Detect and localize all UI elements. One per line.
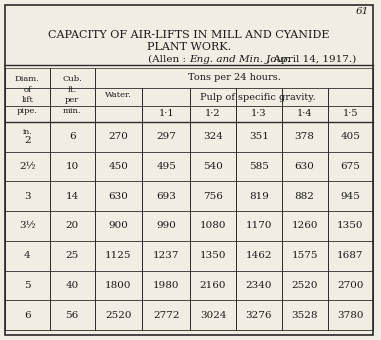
Text: (Allen :: (Allen : [148, 55, 189, 64]
Text: 378: 378 [295, 132, 315, 141]
Text: 297: 297 [156, 132, 176, 141]
Text: 3½: 3½ [19, 221, 36, 231]
Text: 630: 630 [295, 162, 315, 171]
Text: 6: 6 [24, 311, 31, 320]
Text: 1080: 1080 [200, 221, 226, 231]
Text: 945: 945 [341, 192, 360, 201]
Text: 56: 56 [66, 311, 79, 320]
Text: 1·1: 1·1 [158, 109, 174, 119]
Text: 882: 882 [295, 192, 315, 201]
Text: 1·3: 1·3 [251, 109, 267, 119]
Text: 1350: 1350 [200, 251, 226, 260]
Text: 2700: 2700 [337, 281, 364, 290]
Text: 25: 25 [66, 251, 79, 260]
Text: 693: 693 [156, 192, 176, 201]
Text: 540: 540 [203, 162, 223, 171]
Text: 2340: 2340 [246, 281, 272, 290]
Text: 675: 675 [341, 162, 360, 171]
Text: 1462: 1462 [246, 251, 272, 260]
Text: in.: in. [22, 128, 32, 136]
Text: 270: 270 [109, 132, 128, 141]
Text: 1800: 1800 [105, 281, 132, 290]
Text: Water.: Water. [105, 91, 132, 99]
Text: 495: 495 [156, 162, 176, 171]
Text: 3024: 3024 [200, 311, 226, 320]
Text: 1125: 1125 [105, 251, 132, 260]
Text: 1·5: 1·5 [343, 109, 358, 119]
Text: Cub.
ft.
per
min.: Cub. ft. per min. [62, 75, 82, 115]
Text: 585: 585 [249, 162, 269, 171]
Text: 2½: 2½ [19, 162, 36, 171]
Text: 3276: 3276 [246, 311, 272, 320]
Text: 3: 3 [24, 192, 31, 201]
Text: 1350: 1350 [337, 221, 364, 231]
Text: 3780: 3780 [337, 311, 364, 320]
Text: 61: 61 [356, 7, 369, 16]
Text: 1170: 1170 [246, 221, 272, 231]
Text: 6: 6 [69, 132, 75, 141]
Text: 1·2: 1·2 [205, 109, 221, 119]
Text: 2520: 2520 [291, 281, 318, 290]
Text: 2: 2 [24, 136, 31, 145]
Text: 3528: 3528 [291, 311, 318, 320]
Text: 900: 900 [109, 221, 128, 231]
Text: 20: 20 [66, 221, 79, 231]
Text: Tons per 24 hours.: Tons per 24 hours. [187, 73, 280, 83]
Text: 14: 14 [66, 192, 79, 201]
Text: 630: 630 [109, 192, 128, 201]
Text: 819: 819 [249, 192, 269, 201]
Text: , April 14, 1917.): , April 14, 1917.) [267, 55, 356, 64]
Text: Pulp of specific gravity.: Pulp of specific gravity. [200, 92, 316, 102]
Text: 1260: 1260 [291, 221, 318, 231]
Text: 1687: 1687 [337, 251, 364, 260]
Text: 1237: 1237 [153, 251, 179, 260]
Text: 1·4: 1·4 [297, 109, 312, 119]
Text: 405: 405 [341, 132, 360, 141]
Text: 990: 990 [156, 221, 176, 231]
Text: 40: 40 [66, 281, 79, 290]
Text: 324: 324 [203, 132, 223, 141]
Text: 2160: 2160 [200, 281, 226, 290]
Text: 2772: 2772 [153, 311, 179, 320]
Text: 2520: 2520 [105, 311, 132, 320]
Text: CAPACITY OF AIR-LIFTS IN MILL AND CYANIDE: CAPACITY OF AIR-LIFTS IN MILL AND CYANID… [48, 30, 330, 40]
Text: 10: 10 [66, 162, 79, 171]
Text: 756: 756 [203, 192, 223, 201]
Text: 1980: 1980 [153, 281, 179, 290]
Text: Diam.
of
lift
pipe.: Diam. of lift pipe. [15, 75, 40, 115]
Text: 351: 351 [249, 132, 269, 141]
Text: PLANT WORK.: PLANT WORK. [147, 42, 231, 52]
Text: 5: 5 [24, 281, 31, 290]
Text: 4: 4 [24, 251, 31, 260]
Text: Eng. and Min. Jour.: Eng. and Min. Jour. [189, 55, 290, 64]
Text: 1575: 1575 [291, 251, 318, 260]
Text: 450: 450 [109, 162, 128, 171]
